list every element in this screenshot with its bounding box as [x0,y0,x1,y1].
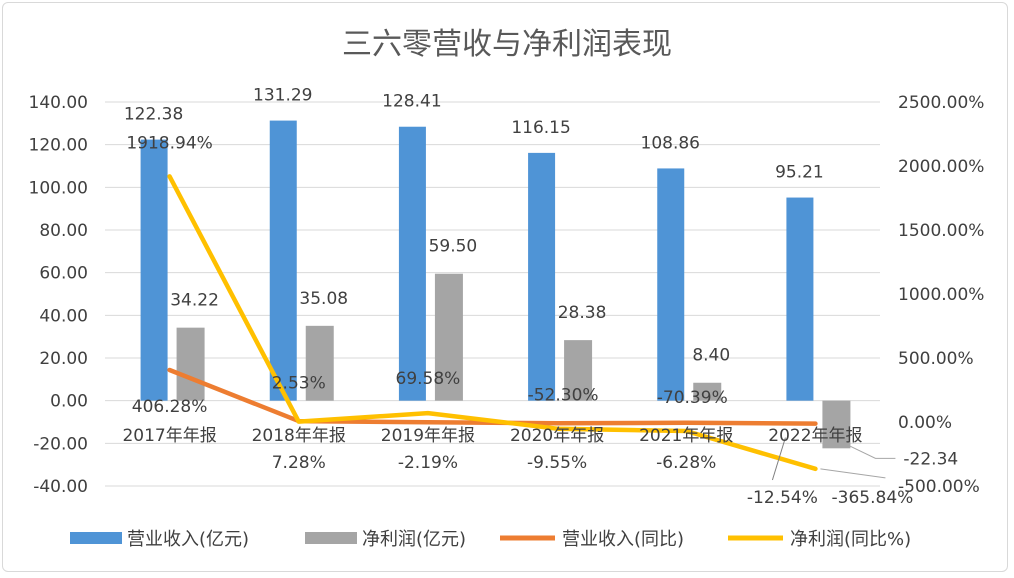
x-axis-tick-label: 2021年年报 [639,426,733,446]
revenue-bar [398,126,426,401]
net-profit-bar [176,327,205,401]
net-profit-bar-label: 28.38 [558,303,607,323]
revenue-bar [786,197,814,401]
revenue-yoy-label: 406.28% [132,397,208,417]
x-axis-tick-label: 2019年年报 [381,426,475,446]
x-axis-tick-label: 2017年年报 [122,426,216,446]
revenue-bar-label: 131.29 [253,86,312,106]
legend-swatch [70,532,122,544]
leader-line [850,445,896,459]
left-axis-tick-label: 0.00 [50,392,88,412]
left-axis-tick-label: 80.00 [39,221,88,241]
net-profit-yoy-label: -70.39% [657,388,728,408]
left-axis-tick-label: -40.00 [33,477,88,497]
revenue-yoy-label: -12.54% [747,488,818,508]
net-profit-bar [822,400,851,449]
legend-label: 净利润(亿元) [362,529,466,550]
right-axis-tick-label: 500.00% [898,349,974,369]
x-axis-tick-label: 2020年年报 [510,426,604,446]
right-axis-tick-label: -500.00% [898,477,980,497]
net-profit-bar [305,325,334,401]
revenue-bar-label: 116.15 [511,118,570,138]
legend-item: 净利润(亿元) [305,529,466,550]
revenue-bar-label: 108.86 [641,133,700,153]
left-axis-tick-label: 140.00 [29,93,88,113]
revenue-yoy-label: -2.19% [398,453,458,473]
leader-line [771,437,786,481]
legend-item: 营业收入(同比) [500,529,684,550]
right-axis-tick-label: 1000.00% [898,285,984,305]
net-profit-yoy-label: -365.84% [832,488,914,508]
net-profit-bar [434,273,463,401]
revenue-bar-label: 95.21 [775,163,824,183]
right-axis-tick-label: 1500.00% [898,221,984,241]
legend-label: 营业收入(同比) [562,529,684,550]
net-profit-bar-label: -22.34 [903,449,958,469]
chart-title: 三六零营收与净利润表现 [342,27,672,62]
right-axis-tick-label: 2000.00% [898,157,984,177]
revenue-bar [657,168,685,401]
legend-item: 营业收入(亿元) [70,529,249,550]
net-profit-bar-label: 59.50 [429,237,478,257]
left-axis-tick-label: 40.00 [39,306,88,326]
net-profit-bar-label: 8.40 [692,346,730,366]
legend-label: 营业收入(亿元) [127,529,249,550]
legend-swatch [305,532,357,544]
chart-frame [2,2,1008,572]
leader-line [820,468,886,479]
right-axis-tick-label: 2500.00% [898,93,984,113]
left-axis-tick-label: 60.00 [39,264,88,284]
net-profit-yoy-label: 69.58% [396,369,461,389]
net-profit-bar [564,340,593,401]
revenue-yoy-label: -9.55% [527,453,587,473]
net-profit-yoy-label: -52.30% [528,386,599,406]
x-axis-tick-label: 2022年年报 [768,426,862,446]
revenue-bar-label: 128.41 [382,92,441,112]
revenue-bar [528,152,556,401]
x-axis-tick-label: 2018年年报 [252,426,346,446]
net-profit-bar-label: 35.08 [299,289,348,309]
revenue-bar [269,120,297,401]
revenue-bar-label: 122.38 [124,105,183,125]
revenue-yoy-label: 7.28% [272,453,326,473]
left-axis-tick-label: 120.00 [29,136,88,156]
legend-item: 净利润(同比%) [728,529,911,550]
net-profit-bar-label: 34.22 [170,291,219,311]
revenue-yoy-label: -6.28% [656,453,716,473]
net-profit-yoy-label: 1918.94% [126,133,212,153]
left-axis-tick-label: -20.00 [33,434,88,454]
net-profit-yoy-label: 2.53% [272,374,326,394]
net-profit-yoy-line [167,174,818,472]
revenue-bar [140,139,168,401]
left-axis-tick-label: 20.00 [39,349,88,369]
right-axis-tick-label: 0.00% [898,413,952,433]
legend-label: 净利润(同比%) [790,529,911,550]
left-axis-tick-label: 100.00 [29,178,88,198]
net-profit-bar [693,382,722,401]
